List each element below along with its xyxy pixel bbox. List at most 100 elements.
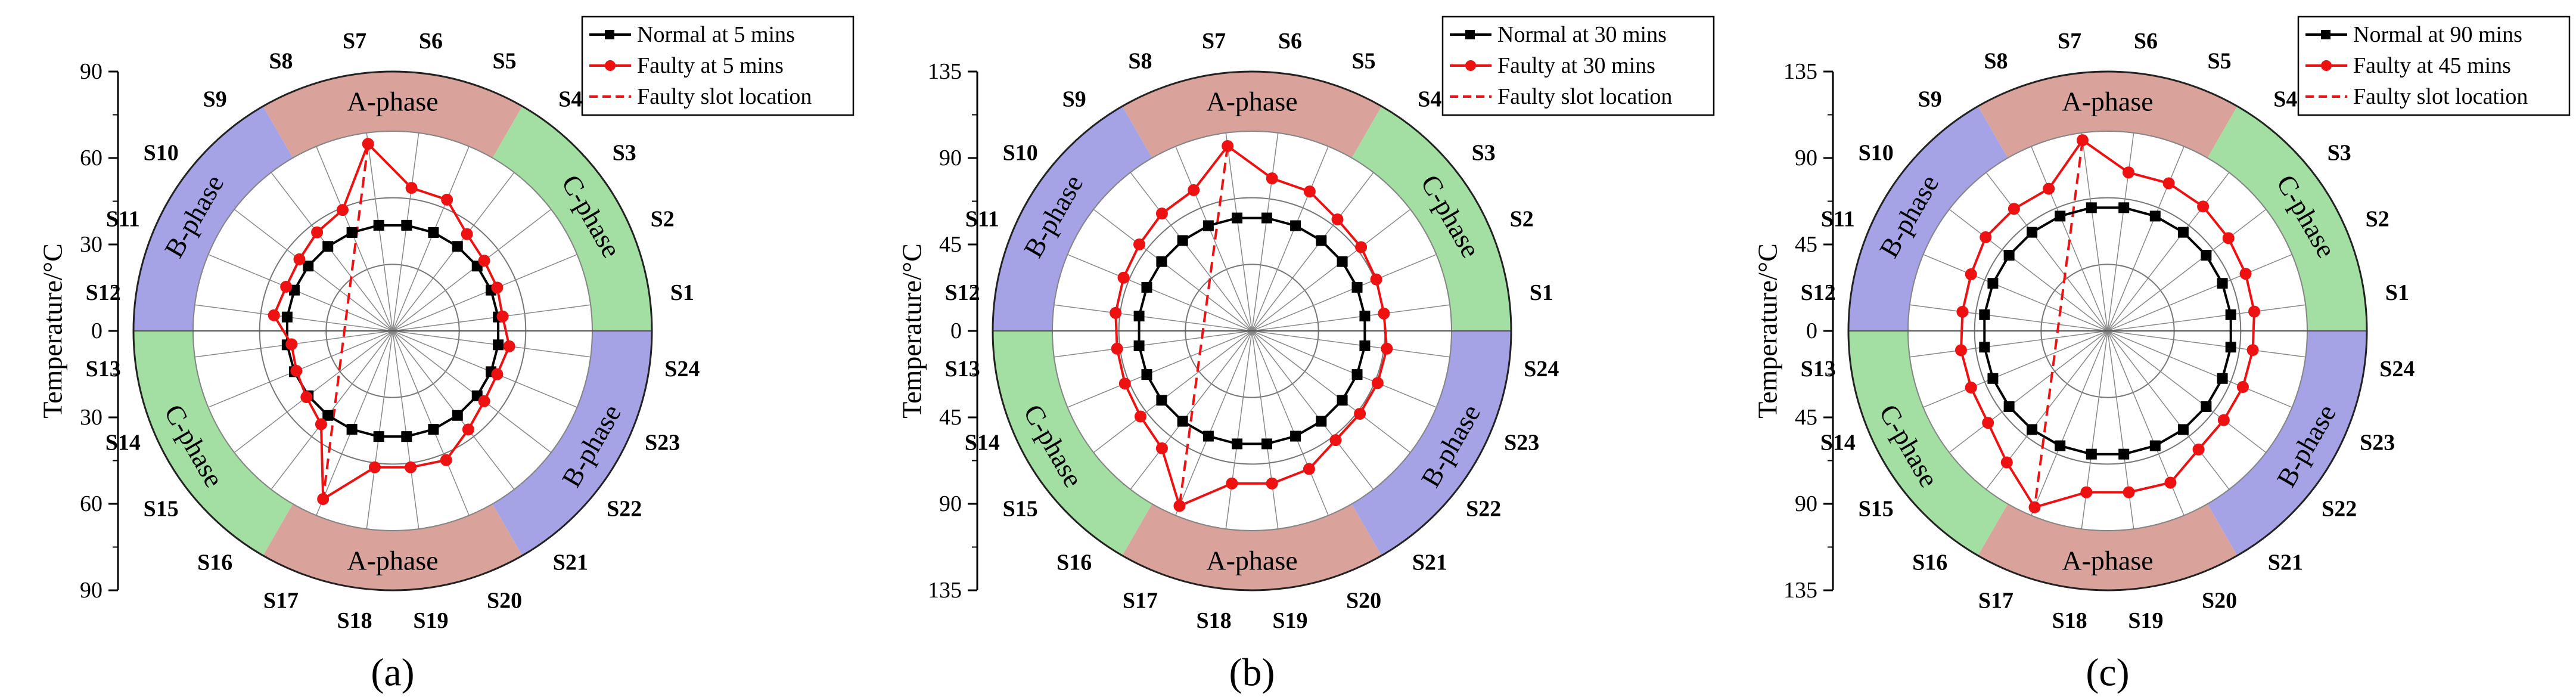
- data-point: [428, 227, 439, 238]
- grid-spoke: [1985, 172, 2108, 332]
- data-point: [461, 228, 473, 240]
- data-point: [1141, 281, 1152, 293]
- data-point: [1110, 306, 1122, 319]
- data-point: [1378, 307, 1390, 320]
- data-point: [346, 227, 358, 238]
- data-point: [293, 253, 306, 265]
- y-tick-label: 30: [80, 232, 102, 257]
- legend-label: Faulty at 30 mins: [1497, 53, 1655, 78]
- data-point: [2236, 381, 2249, 394]
- data-point: [2177, 227, 2189, 238]
- data-point: [1261, 212, 1272, 224]
- grid-spoke: [1251, 330, 1374, 490]
- grid-spoke: [392, 330, 577, 408]
- phase-label: A-phase: [2062, 86, 2153, 117]
- slot-label: S2: [651, 206, 675, 231]
- data-point: [2246, 344, 2259, 357]
- data-point: [2080, 486, 2093, 498]
- faulty-slot-line: [2033, 140, 2084, 508]
- data-point: [1173, 500, 1186, 512]
- y-tick-label: 90: [80, 59, 102, 84]
- data-point: [1202, 220, 1214, 231]
- y-tick-label: 45: [1795, 232, 1817, 257]
- slot-label: S20: [2202, 589, 2237, 614]
- slot-label: S7: [2058, 29, 2081, 54]
- y-tick-label: 90: [80, 578, 102, 603]
- data-point: [1155, 207, 1168, 220]
- slot-label: S3: [2328, 141, 2351, 166]
- data-point: [1232, 212, 1243, 224]
- phase-band: [263, 504, 523, 590]
- legend-marker: [605, 60, 616, 71]
- y-tick-label: 135: [1783, 59, 1817, 84]
- data-point: [1979, 342, 1990, 353]
- legend-label: Normal at 5 mins: [637, 22, 795, 47]
- data-point: [280, 280, 293, 293]
- data-point: [2225, 342, 2236, 353]
- data-point: [1316, 416, 1327, 427]
- phase-band: [1978, 71, 2238, 158]
- data-point: [281, 311, 293, 323]
- data-point: [1331, 213, 1344, 225]
- grid-spoke: [2107, 330, 2267, 453]
- data-point: [322, 410, 334, 421]
- grid-spoke: [366, 132, 393, 332]
- slot-label: S13: [86, 357, 121, 382]
- data-point: [1303, 463, 1315, 475]
- data-point: [315, 418, 327, 430]
- data-point: [1987, 278, 1999, 289]
- data-point: [311, 226, 324, 239]
- data-point: [1359, 340, 1371, 351]
- grid-spoke: [1251, 330, 1437, 408]
- legend-marker: [1465, 60, 1476, 71]
- grid-spoke: [1130, 172, 1253, 332]
- data-point: [362, 138, 374, 150]
- grid-spoke: [1130, 330, 1253, 490]
- y-tick-label: 90: [1795, 145, 1817, 171]
- data-point: [268, 309, 280, 321]
- slot-label: S1: [2385, 280, 2409, 305]
- slot-label: S20: [487, 589, 522, 614]
- data-point: [2055, 440, 2066, 451]
- data-point: [346, 424, 358, 435]
- data-point: [401, 431, 412, 442]
- phase-label: A-phase: [347, 86, 438, 117]
- data-point: [1359, 311, 1371, 322]
- phase-band: [492, 331, 652, 556]
- data-point: [2162, 177, 2175, 190]
- slot-label: S6: [419, 29, 443, 54]
- slot-label: S14: [965, 430, 1000, 456]
- data-point: [2149, 440, 2161, 451]
- slot-label: S9: [1062, 86, 1086, 111]
- slot-label: S18: [1196, 608, 1231, 633]
- data-point: [1266, 172, 1278, 185]
- slot-label: S12: [945, 280, 980, 305]
- data-point: [1355, 241, 1368, 253]
- legend-label: Faulty slot location: [637, 84, 812, 109]
- series-line: [1959, 138, 2256, 509]
- faulty-slot-line: [1178, 145, 1229, 506]
- grid-spoke: [1949, 330, 2108, 453]
- slot-label: S19: [1272, 608, 1307, 633]
- slot-label: S4: [558, 86, 582, 111]
- data-point: [2118, 448, 2130, 460]
- data-point: [1134, 410, 1146, 423]
- slot-label: S24: [664, 357, 700, 382]
- data-point: [2201, 250, 2212, 261]
- data-point: [290, 364, 303, 377]
- grid-spoke: [2107, 330, 2306, 358]
- data-point: [1261, 438, 1272, 450]
- phase-label: A-phase: [347, 546, 438, 576]
- grid-spoke: [1251, 209, 1411, 332]
- grid-spoke: [1909, 330, 2108, 358]
- slot-label: S14: [1820, 430, 1856, 456]
- slot-label: S5: [1351, 48, 1375, 73]
- grid-spoke: [2107, 132, 2134, 332]
- slot-label: S22: [1466, 496, 1501, 521]
- data-point: [1222, 140, 1234, 153]
- grid-spoke: [1054, 330, 1253, 358]
- slot-label: S21: [1412, 550, 1447, 575]
- grid-spoke: [2081, 330, 2108, 529]
- y-tick-label: 135: [928, 578, 962, 603]
- slot-label: S14: [105, 430, 141, 456]
